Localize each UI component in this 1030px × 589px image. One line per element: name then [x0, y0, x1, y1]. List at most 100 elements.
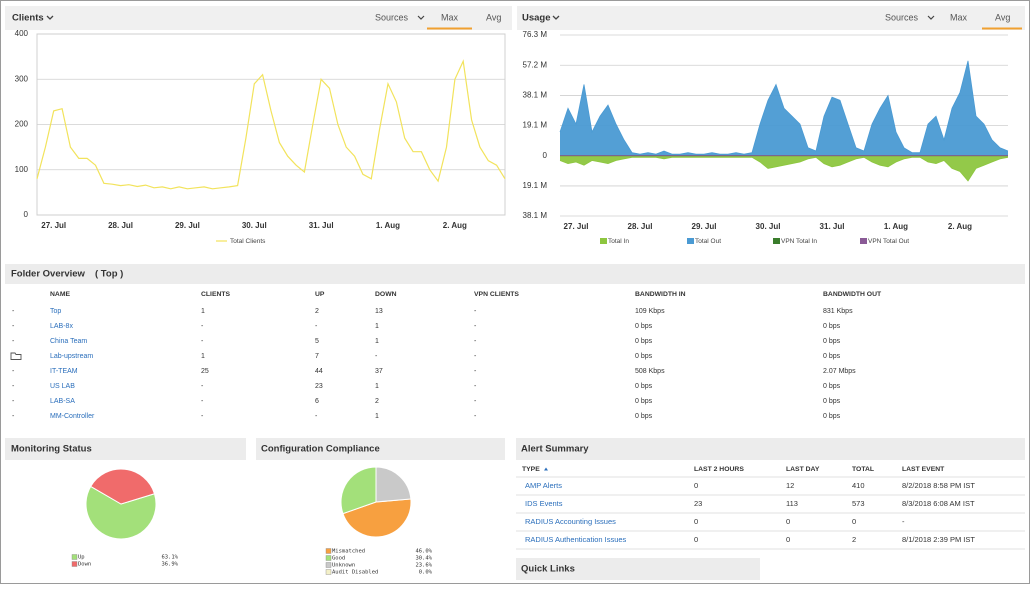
legend-swatch — [326, 563, 331, 568]
y-tick-label: 0 — [543, 151, 548, 160]
legend-value: 30.4% — [415, 556, 432, 562]
cell: 37 — [375, 368, 383, 375]
cell: 0 — [694, 481, 698, 490]
legend-label: Total Out — [695, 238, 721, 245]
column-header: BANDWIDTH OUT — [823, 291, 882, 298]
cell: 1 — [375, 338, 379, 345]
cell: 573 — [852, 499, 865, 508]
x-tick-label: 1. Aug — [376, 221, 400, 230]
cell: 0 bps — [823, 323, 841, 330]
cell: 5 — [315, 338, 319, 345]
folder-link[interactable]: LAB-8x — [50, 323, 73, 330]
column-header[interactable]: TYPE — [522, 466, 540, 473]
legend-label: Total In — [608, 238, 629, 245]
x-tick-label: 30. Jul — [756, 222, 781, 231]
alert-header — [516, 438, 1025, 460]
clients-title[interactable]: Clients — [12, 13, 44, 24]
legend-label: Down — [78, 562, 91, 568]
cell: 0 — [852, 517, 856, 526]
cell: 410 — [852, 481, 865, 490]
legend-swatch — [326, 570, 331, 575]
alert-link[interactable]: RADIUS Authentication Issues — [525, 535, 627, 544]
folder-link[interactable]: Top — [50, 308, 61, 315]
legend-label: Up — [78, 555, 85, 561]
tab[interactable]: Max — [950, 12, 968, 22]
tab[interactable]: Avg — [995, 12, 1010, 22]
cell: 0 — [694, 517, 698, 526]
y-tick-label: 38.1 M — [523, 211, 548, 220]
cell: 7 — [315, 353, 319, 360]
folder-title: Folder Overview — [11, 269, 86, 280]
legend-swatch — [72, 562, 77, 567]
cell: 13 — [375, 308, 383, 315]
cell: 23 — [315, 383, 323, 390]
y-tick-label: 19.1 M — [523, 121, 548, 130]
cell: 0 bps — [823, 338, 841, 345]
folder-link[interactable]: US LAB — [50, 383, 75, 390]
x-tick-label: 31. Jul — [820, 222, 845, 231]
usage-title[interactable]: Usage — [522, 13, 551, 24]
tab[interactable]: Avg — [486, 12, 501, 22]
x-tick-label: 27. Jul — [564, 222, 589, 231]
x-tick-label: 1. Aug — [884, 222, 908, 231]
cell: 1 — [201, 353, 205, 360]
folder-link[interactable]: Lab-upstream — [50, 353, 93, 360]
column-header: LAST DAY — [786, 466, 820, 473]
cell: 12 — [786, 481, 794, 490]
alert-link[interactable]: IDS Events — [525, 499, 563, 508]
quicklinks-title[interactable]: Quick Links — [521, 564, 575, 575]
cell: 0 bps — [823, 413, 841, 420]
cell: 831 Kbps — [823, 308, 853, 315]
folder-link[interactable]: LAB-SA — [50, 398, 75, 405]
cell: 1 — [375, 323, 379, 330]
x-tick-label: 28. Jul — [628, 222, 653, 231]
tab[interactable]: Sources — [885, 12, 919, 22]
legend-swatch — [326, 549, 331, 554]
legend-value: 0.0% — [419, 570, 433, 576]
cell: 8/3/2018 6:08 AM IST — [902, 499, 975, 508]
tab[interactable]: Sources — [375, 12, 409, 22]
x-tick-label: 28. Jul — [108, 221, 133, 230]
legend-label: Mismatched — [332, 549, 365, 555]
folder-link[interactable]: MM-Controller — [50, 413, 95, 420]
cell: 8/2/2018 8:58 PM IST — [902, 481, 975, 490]
column-header: NAME — [50, 291, 70, 298]
x-tick-label: 2. Aug — [443, 221, 467, 230]
cell: 1 — [375, 413, 379, 420]
cell: 2.07 Mbps — [823, 368, 856, 375]
cell: 508 Kbps — [635, 368, 665, 375]
y-tick-label: 19.1 M — [523, 181, 548, 190]
legend-swatch — [773, 238, 780, 244]
column-header: TOTAL — [852, 466, 874, 473]
usage-header — [517, 6, 1025, 30]
tab[interactable]: Max — [441, 12, 459, 22]
y-tick-label: 0 — [24, 210, 29, 219]
cell: 0 — [786, 535, 790, 544]
cell: 2 — [852, 535, 856, 544]
folder-header — [5, 264, 1025, 284]
alert-link[interactable]: AMP Alerts — [525, 481, 562, 490]
folder-link[interactable]: IT-TEAM — [50, 368, 78, 375]
cell: 0 — [786, 517, 790, 526]
folder-link[interactable]: China Team — [50, 338, 87, 345]
legend-value: 46.0% — [415, 549, 432, 555]
clients-header — [5, 6, 512, 30]
cell: 0 bps — [635, 398, 653, 405]
alert-link[interactable]: RADIUS Accounting Issues — [525, 517, 616, 526]
x-tick-label: 29. Jul — [175, 221, 200, 230]
cell: 0 bps — [635, 383, 653, 390]
y-tick-label: 57.2 M — [523, 60, 548, 69]
x-tick-label: 29. Jul — [692, 222, 717, 231]
cell: 2 — [315, 308, 319, 315]
cell: 0 bps — [635, 323, 653, 330]
cell: 109 Kbps — [635, 308, 665, 315]
legend-value: 63.1% — [161, 555, 178, 561]
compliance-title: Configuration Compliance — [261, 444, 380, 455]
legend-label: VPN Total Out — [868, 238, 909, 245]
y-tick-label: 200 — [15, 120, 29, 129]
legend-swatch — [326, 556, 331, 561]
legend-swatch — [600, 238, 607, 244]
column-header: CLIENTS — [201, 291, 231, 298]
